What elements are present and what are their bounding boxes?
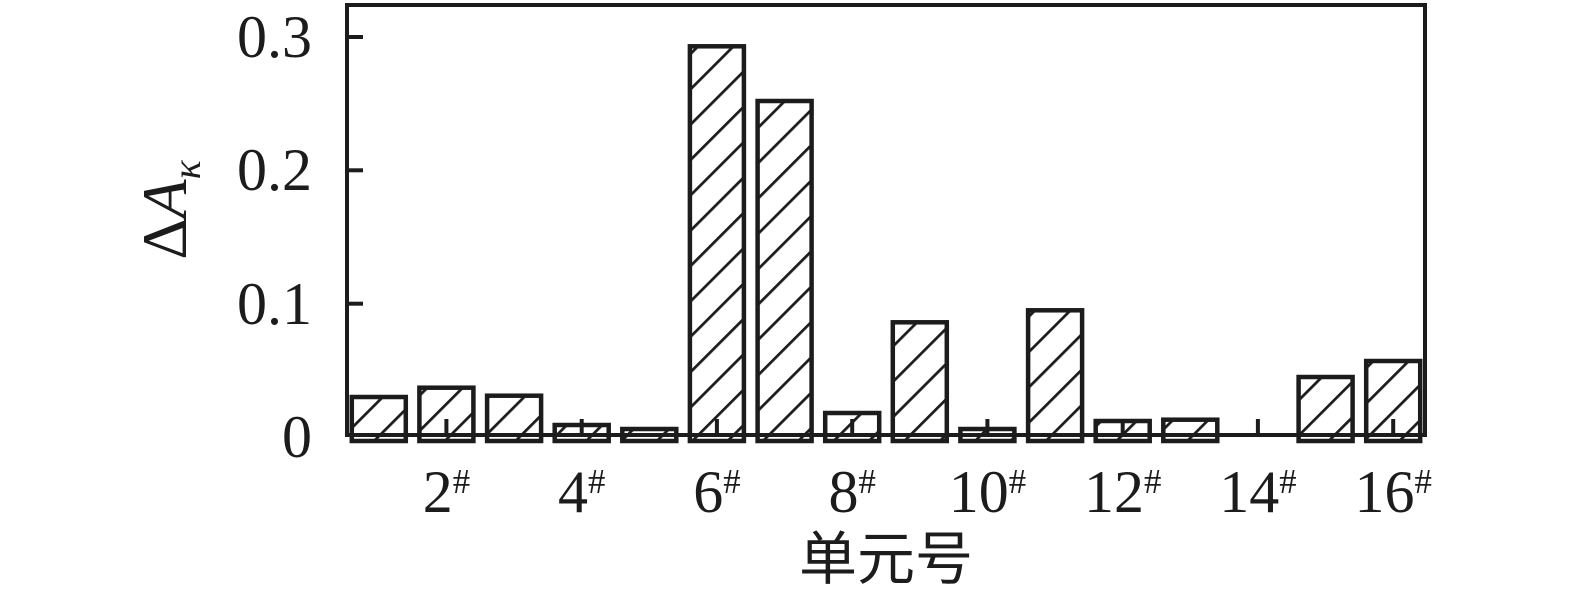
x-tick-label-4: 4# <box>558 462 605 522</box>
plot-border <box>345 3 1427 437</box>
x-tick-suffix: # <box>1414 461 1432 501</box>
x-tick-label-12: 12# <box>1084 462 1161 522</box>
y-tick-label-0.3: 0.3 <box>237 4 312 70</box>
x-tick-number: 8 <box>828 459 859 525</box>
y-axis-label-subscript: κ <box>164 160 209 180</box>
bar-unit-11 <box>1025 308 1085 444</box>
x-tick-suffix: # <box>858 461 876 501</box>
x-tick-label-2: 2# <box>423 462 470 522</box>
bars-group <box>349 44 1423 444</box>
x-tick-suffix: # <box>587 461 606 501</box>
x-tick-number: 12 <box>1083 459 1144 525</box>
bar-unit-9 <box>890 320 950 444</box>
bar-unit-16 <box>1363 358 1423 444</box>
y-axis-label: ΔAκ <box>129 160 209 259</box>
axis-ticks-group <box>347 35 1396 435</box>
y-tick-label-0: 0 <box>282 404 312 470</box>
x-tick-suffix: # <box>452 461 471 501</box>
y-axis-label-base: A <box>129 179 200 219</box>
bar-unit-7 <box>755 98 814 444</box>
x-tick-number: 4 <box>557 459 588 525</box>
x-tick-number: 16 <box>1354 459 1415 525</box>
x-tick-label-8: 8# <box>828 462 875 522</box>
x-tick-suffix: # <box>1008 461 1027 501</box>
y-tick-label-0.2: 0.2 <box>237 137 312 204</box>
x-tick-label-14: 14# <box>1219 462 1296 522</box>
x-tick-suffix: # <box>1279 461 1297 501</box>
x-tick-number: 6 <box>693 459 724 525</box>
x-tick-label-10: 10# <box>949 462 1026 522</box>
x-tick-suffix: # <box>1143 461 1162 501</box>
x-tick-label-16: 16# <box>1354 462 1431 522</box>
x-tick-label-6: 6# <box>693 462 740 522</box>
x-tick-number: 10 <box>948 459 1009 525</box>
x-tick-suffix: # <box>723 461 741 501</box>
bar-unit-6 <box>687 44 747 444</box>
x-tick-number: 14 <box>1219 459 1280 525</box>
y-axis-label-delta: Δ <box>129 218 200 260</box>
bar-unit-15 <box>1296 374 1355 444</box>
y-tick-label-0.1: 0.1 <box>237 270 312 337</box>
x-tick-number: 2 <box>422 459 453 525</box>
x-axis-label: 单元号 <box>798 527 974 592</box>
